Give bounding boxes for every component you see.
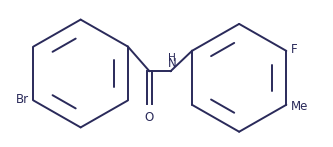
Text: F: F <box>291 43 298 56</box>
Text: Me: Me <box>291 100 309 113</box>
Text: O: O <box>145 111 154 124</box>
Text: H: H <box>168 53 176 63</box>
Text: Br: Br <box>16 92 30 106</box>
Text: N: N <box>168 57 176 70</box>
